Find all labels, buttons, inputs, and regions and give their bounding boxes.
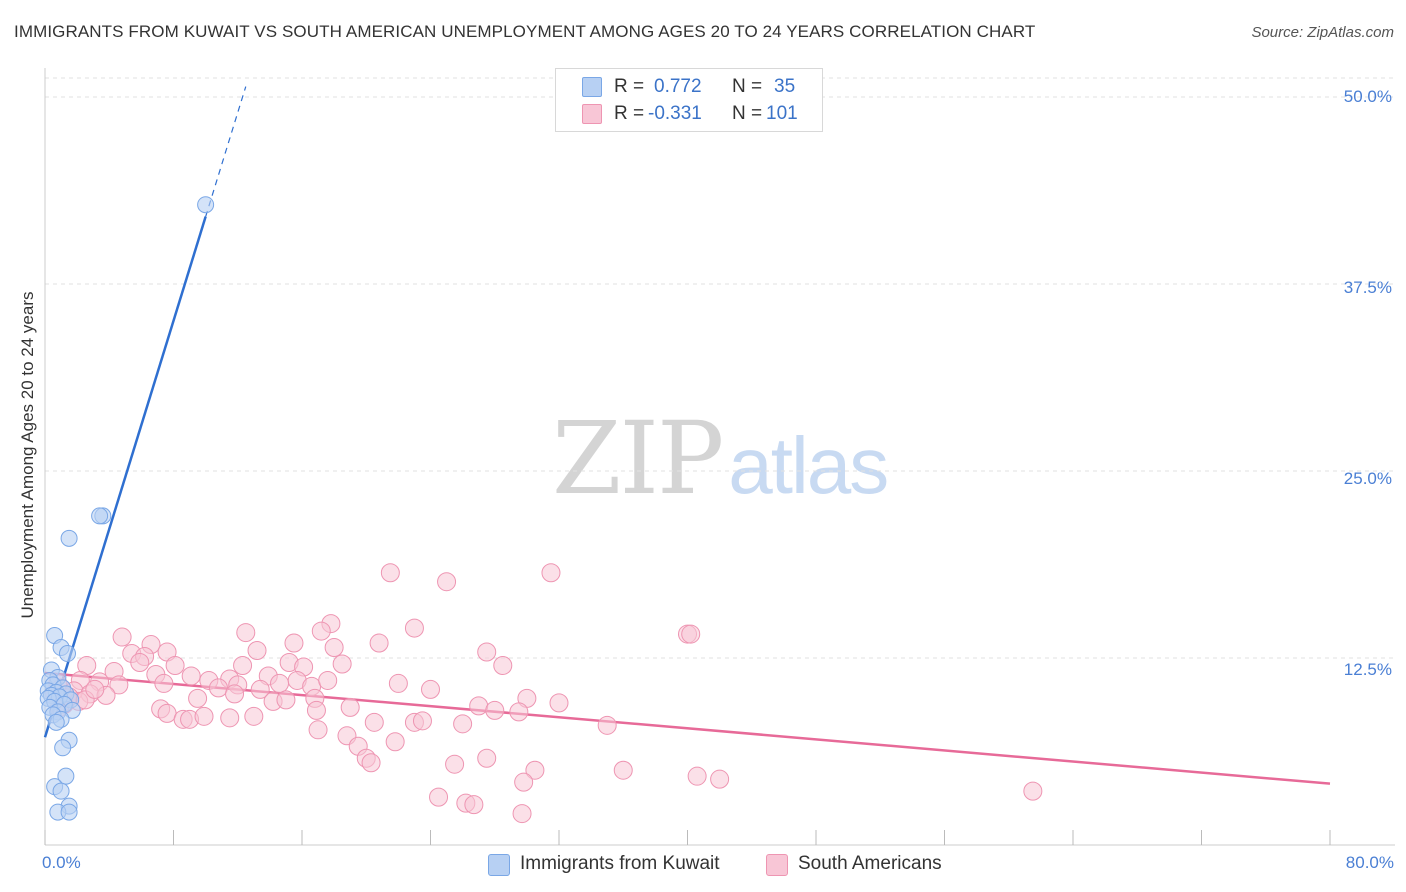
south-american-point-88 — [613, 760, 633, 780]
south-american-point-74 — [364, 712, 384, 732]
south-american-point-21 — [130, 652, 150, 672]
south-american-point-6 — [311, 621, 331, 641]
legend-r-value: 0.772 — [654, 76, 702, 97]
kuwait-point-28 — [54, 739, 72, 757]
legend-n-value: 35 — [774, 76, 796, 97]
south-american-point-77 — [453, 714, 473, 734]
kuwait-point-0 — [197, 196, 215, 214]
south-american-point-91 — [514, 772, 534, 792]
kuwait-point-31 — [52, 782, 70, 800]
south-american-point-86 — [477, 748, 497, 768]
south-american-point-14 — [247, 641, 267, 661]
south-american-point-38 — [208, 678, 228, 698]
south-american-point-84 — [361, 753, 381, 773]
x-tick-label-max: 80.0% — [1345, 853, 1394, 872]
south-american-point-4 — [681, 624, 701, 644]
south-american-point-85 — [445, 754, 465, 774]
south-american-point-93 — [429, 787, 449, 807]
south-american-point-26 — [332, 654, 352, 674]
watermark-atlas: atlas — [728, 421, 889, 510]
grid-layer — [45, 77, 1395, 659]
south-american-point-71 — [244, 706, 264, 726]
y-axis-label: Unemployment Among Ages 20 to 24 years — [18, 291, 37, 619]
south-american-point-61 — [549, 693, 569, 713]
south-american-point-15 — [324, 638, 344, 658]
watermark: ZIPatlas — [552, 400, 889, 517]
kuwait-point-26 — [47, 713, 65, 731]
legend-r-value: -0.331 — [648, 103, 702, 124]
south-american-point-19 — [493, 655, 513, 675]
south-american-point-13 — [477, 642, 497, 662]
south-american-point-22 — [165, 655, 185, 675]
chart-title: IMMIGRANTS FROM KUWAIT VS SOUTH AMERICAN… — [14, 22, 1036, 41]
south-american-point-62 — [469, 696, 489, 716]
kuwait-point-3 — [60, 529, 78, 547]
south-american-point-56 — [225, 684, 245, 704]
correlation-legend: R = 0.772 N = 35 R = -0.331 N = 101 — [555, 68, 823, 132]
south-american-point-45 — [421, 679, 440, 699]
south-american-point-23 — [233, 655, 253, 675]
south-american-point-72 — [306, 700, 326, 720]
y-tick-label-12-5: 12.5% — [1343, 660, 1392, 679]
legend-n-label: N = — [732, 76, 763, 97]
south-american-point-1 — [437, 572, 457, 592]
axis-layer — [44, 68, 1395, 846]
south-american-point-73 — [340, 697, 360, 717]
south-american-point-90 — [710, 769, 730, 789]
south-american-point-69 — [194, 706, 214, 726]
south-american-point-43 — [318, 670, 338, 690]
south-american-point-0 — [380, 563, 400, 583]
y-tick-label-25: 25.0% — [1343, 469, 1392, 488]
south-american-point-66 — [157, 703, 177, 723]
south-american-point-89 — [687, 766, 707, 786]
south-american-point-63 — [485, 700, 505, 720]
south-american-point-2 — [541, 563, 561, 583]
south-american-point-37 — [154, 673, 174, 693]
south-american-point-78 — [597, 715, 617, 735]
south-american-point-9 — [112, 627, 132, 647]
kuwait-point-2 — [91, 507, 109, 525]
south-american-point-44 — [388, 673, 408, 693]
south-american-point-95 — [464, 795, 484, 815]
watermark-zip: ZIP — [552, 400, 724, 517]
south-american-point-41 — [270, 673, 290, 693]
south-american-point-7 — [404, 618, 424, 638]
legend-swatch-south — [582, 104, 602, 124]
legend-r-label: R = — [614, 76, 645, 97]
x-tick-label-min: 0.0% — [42, 853, 81, 872]
south-american-point-92 — [1023, 781, 1043, 801]
kuwait-trend-extension — [205, 86, 247, 217]
bottom-legend-swatch-south — [766, 854, 788, 876]
south-american-point-11 — [284, 633, 304, 653]
south-american-point-36 — [109, 675, 129, 695]
south-american-point-76 — [412, 711, 432, 731]
bottom-legend-swatch-kuwait — [488, 854, 510, 876]
kuwait-point-34 — [60, 803, 78, 821]
south-american-point-40 — [250, 679, 270, 699]
source-credit: Source: ZipAtlas.com — [1251, 24, 1394, 41]
legend-r-label: R = — [614, 103, 645, 124]
bottom-legend-label-kuwait: Immigrants from Kuwait — [520, 853, 720, 874]
south-american-point-96 — [512, 804, 532, 824]
south-american-point-87 — [525, 760, 545, 780]
south-american-point-29 — [181, 666, 201, 686]
point-layer — [39, 196, 1043, 824]
south-american-point-55 — [188, 688, 208, 708]
south-american-point-99 — [85, 679, 105, 699]
y-tick-label-37-5: 37.5% — [1343, 278, 1392, 297]
y-tick-label-50: 50.0% — [1343, 87, 1392, 106]
legend-n-label: N = — [732, 103, 763, 124]
legend-swatch-kuwait — [582, 77, 602, 97]
south-american-point-58 — [276, 690, 296, 710]
south-american-point-70 — [220, 708, 240, 728]
south-american-point-64 — [509, 702, 529, 722]
legend-n-value: 101 — [766, 103, 798, 124]
south-american-point-8 — [236, 623, 256, 643]
kuwait-point-6 — [58, 645, 76, 663]
bottom-legend-label-south: South Americans — [798, 853, 942, 874]
south-american-point-12 — [369, 633, 389, 653]
south-american-point-79 — [308, 720, 328, 740]
south-american-point-82 — [385, 732, 405, 752]
